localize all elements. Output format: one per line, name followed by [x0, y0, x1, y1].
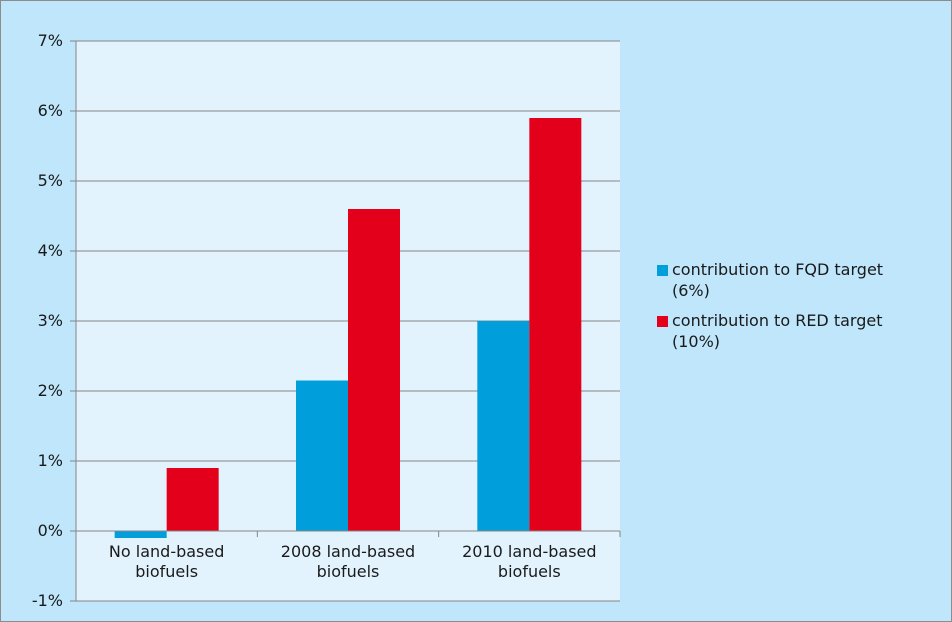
bar-red — [529, 118, 582, 531]
bar-red — [348, 209, 400, 531]
legend-label-fqd-line-1: contribution to FQD target — [672, 260, 884, 279]
x-tick-label: biofuels — [498, 562, 561, 581]
legend-item-fqd: contribution to FQD target (6%) — [657, 259, 947, 301]
legend-label-red-line-2: (10%) — [672, 332, 721, 351]
bar-red — [166, 468, 219, 531]
y-tick-label: 5% — [38, 171, 63, 190]
y-tick-label: 2% — [38, 381, 63, 400]
bar-fqd — [296, 380, 348, 531]
y-tick-label: 1% — [38, 451, 63, 470]
x-tick-label: biofuels — [135, 562, 198, 581]
y-tick-label: 6% — [38, 101, 63, 120]
x-tick-label: 2010 land-based — [462, 542, 596, 561]
legend-label-fqd: contribution to FQD target (6%) — [672, 259, 883, 301]
y-tick-label: 3% — [38, 311, 63, 330]
bar-fqd — [114, 531, 167, 538]
y-tick-label: 0% — [38, 521, 63, 540]
x-tick-label: biofuels — [317, 562, 380, 581]
legend-label-fqd-line-2: (6%) — [672, 281, 710, 300]
legend-label-red-line-1: contribution to RED target — [672, 311, 883, 330]
x-tick-label: No land-based — [109, 542, 224, 561]
legend-swatch-red — [657, 316, 668, 327]
legend-label-red: contribution to RED target (10%) — [672, 310, 882, 352]
y-tick-label: 4% — [38, 241, 63, 260]
legend: contribution to FQD target (6%) contribu… — [657, 259, 947, 361]
x-tick-label: 2008 land-based — [281, 542, 415, 561]
bar-fqd — [477, 321, 530, 531]
y-tick-label: 7% — [38, 31, 63, 50]
legend-swatch-fqd — [657, 265, 668, 276]
y-tick-label: -1% — [32, 591, 63, 610]
legend-item-red: contribution to RED target (10%) — [657, 310, 947, 352]
